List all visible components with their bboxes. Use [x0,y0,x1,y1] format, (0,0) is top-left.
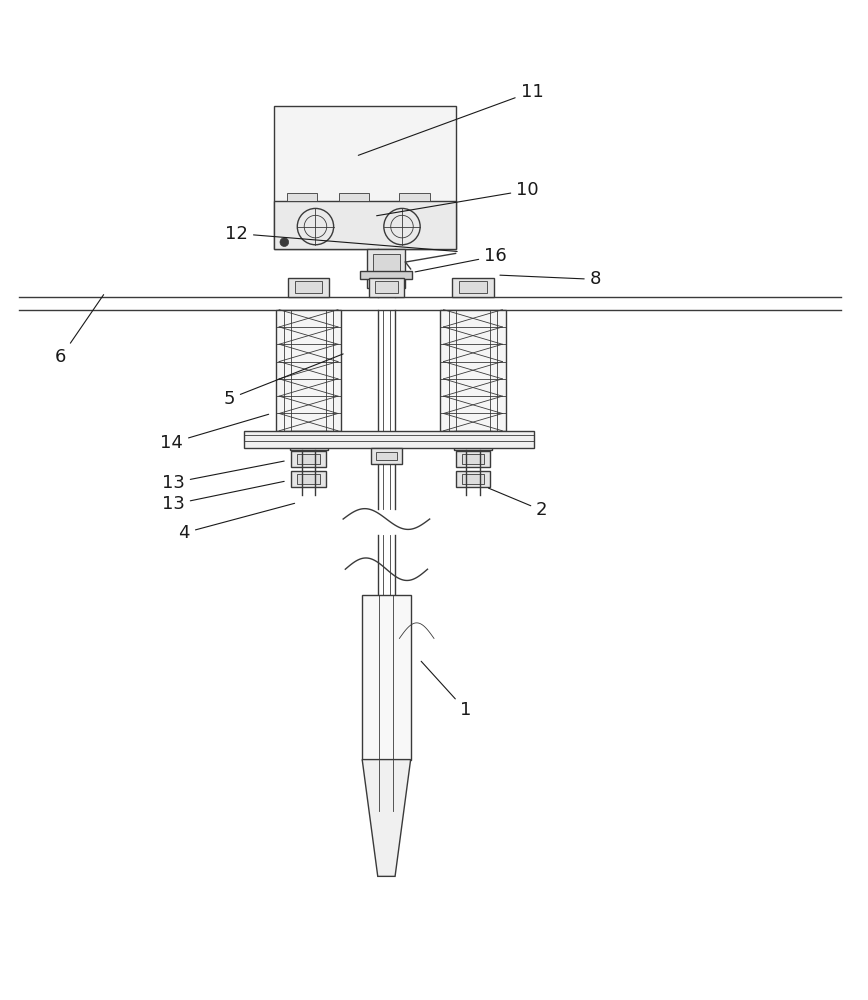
Bar [459,281,487,293]
Bar [287,193,317,201]
Bar [369,278,404,297]
Text: 13: 13 [162,481,284,513]
Bar [372,254,400,283]
Bar [244,431,534,448]
Bar [274,201,456,249]
Circle shape [280,238,289,246]
Bar [274,106,456,249]
Bar [276,310,341,431]
Bar [456,471,490,487]
Bar [462,454,484,464]
Bar [292,471,326,487]
Text: 12: 12 [225,225,457,251]
Text: 8: 8 [500,270,602,288]
Bar [360,271,412,279]
Polygon shape [362,760,411,876]
Text: 10: 10 [377,181,539,216]
Bar [460,434,486,446]
Text: 16: 16 [415,247,507,272]
Bar [399,193,430,201]
Bar [298,474,319,484]
Bar [362,595,411,760]
Bar [371,448,402,464]
Bar [295,281,322,293]
Bar [452,278,494,297]
Text: 1: 1 [421,661,471,719]
Bar [375,281,398,293]
Bar [288,278,329,297]
Bar [456,451,490,467]
Bar [296,434,321,446]
Text: 13: 13 [162,461,284,492]
Bar [367,249,405,288]
Bar [376,452,397,460]
Text: 5: 5 [223,354,343,408]
Text: 6: 6 [55,295,103,366]
Text: 14: 14 [161,414,269,452]
Bar [290,431,327,450]
Bar [440,310,506,431]
Bar [298,454,319,464]
Bar [454,431,492,450]
Bar [339,193,369,201]
Text: 4: 4 [179,503,294,542]
Bar [462,474,484,484]
Text: 2: 2 [489,488,548,519]
Bar [292,451,326,467]
Text: 11: 11 [358,83,543,155]
